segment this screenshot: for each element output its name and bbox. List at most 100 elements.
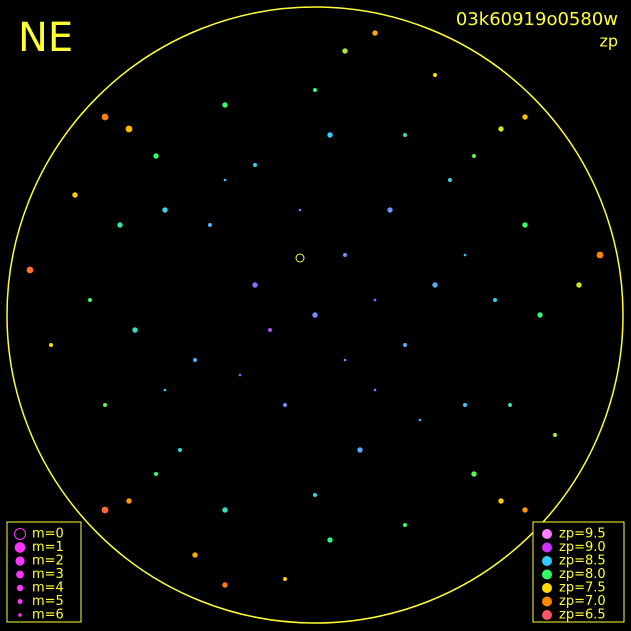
size-legend-marker [15,556,25,566]
star [103,403,107,407]
star [313,493,317,497]
star [432,282,438,288]
star [312,312,318,318]
star [403,523,407,527]
star [373,298,377,302]
star [313,88,317,92]
star [208,223,212,227]
star [154,472,158,476]
color-legend-marker [542,542,552,553]
color-legend-label: zp=7.0 [559,594,606,609]
star [522,114,528,120]
star [463,403,467,407]
star [403,343,407,347]
star [522,507,528,513]
star [178,448,182,452]
star [153,153,159,159]
star [101,506,109,514]
star [125,125,133,133]
chart-subtitle: zp [599,32,618,51]
size-legend-label: m=5 [32,594,64,609]
star [222,507,228,513]
star [387,207,393,213]
star [126,498,132,504]
size-legend-marker [17,599,23,604]
horizon-circle [6,6,624,624]
star [49,343,53,347]
star [327,132,333,138]
star [298,208,302,212]
color-legend-marker [542,583,552,593]
star [343,253,347,257]
star [576,282,582,288]
star [372,30,378,36]
size-legend-label: m=0 [32,527,64,542]
color-legend-label: zp=6.5 [559,608,606,623]
star [343,358,347,362]
star [471,471,477,477]
color-legend-marker [542,569,552,580]
star [117,222,123,228]
star [163,388,167,392]
size-legend-marker [14,542,26,553]
star [283,403,287,407]
color-legend-marker [542,610,552,620]
star [498,126,504,132]
size-legend-marker [14,528,26,540]
size-legend-marker [16,584,24,592]
size-legend-marker [18,613,22,617]
color-legend-marker [542,596,552,607]
star [101,113,109,121]
color-legend-label: zp=8.0 [559,567,606,582]
size-legend-marker [16,570,24,579]
size-legend-label: m=6 [32,608,64,623]
star [238,373,242,377]
star [193,358,197,362]
star [472,154,476,158]
star [342,48,348,54]
star [327,537,333,543]
star [522,222,528,228]
star [162,207,168,213]
star [493,298,497,302]
star [357,447,363,453]
size-legend-label: m=2 [32,554,64,569]
star [88,298,92,302]
size-legend-label: m=1 [32,540,64,555]
color-legend-marker [542,556,552,566]
star [253,163,257,167]
star [192,552,198,558]
star [596,251,604,259]
star [553,433,557,437]
size-legend-label: m=3 [32,567,64,582]
color-legend-label: zp=7.5 [559,581,606,596]
star [418,418,422,422]
star [433,73,437,77]
star [537,312,543,318]
color-legend-marker [542,529,552,539]
corner-label: NE [18,15,73,61]
size-legend-label: m=4 [32,581,64,596]
star [252,282,258,288]
star [508,403,512,407]
color-legend-label: zp=8.5 [559,554,606,569]
star [463,253,467,257]
color-legend-label: zp=9.5 [559,527,606,542]
chart-title: 03k60919o0580w [456,9,618,30]
star [222,582,228,588]
star [373,388,377,392]
star [283,577,287,581]
zenith-marker [295,253,305,263]
star [222,102,228,108]
star [132,327,138,333]
star [223,178,227,182]
star [268,328,272,332]
star [26,266,34,274]
star [448,178,452,182]
color-legend-label: zp=9.0 [559,540,606,555]
star [498,498,504,504]
star [403,133,407,137]
star [72,192,78,198]
